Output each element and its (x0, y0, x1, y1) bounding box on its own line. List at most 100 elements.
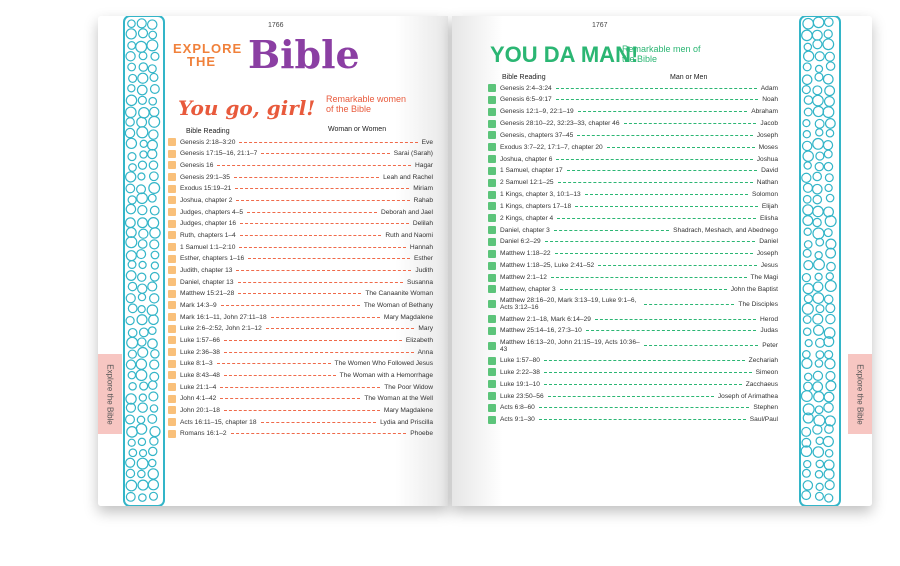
checkbox (488, 226, 496, 235)
pebble (149, 239, 160, 250)
bible-reading: Genesis 2:4–3:24 (500, 84, 552, 92)
answer-line (223, 374, 336, 376)
pebble (811, 183, 823, 195)
pebble (802, 130, 812, 139)
pebble (824, 479, 835, 491)
person-name: Esther (413, 255, 433, 263)
pebble (136, 457, 149, 470)
person-name: Judith (415, 266, 433, 274)
pebble (801, 357, 813, 370)
reading-row: Exodus 3:7–22, 17:1–7, chapter 20 Moses (488, 143, 778, 152)
bible-reading: Genesis 12:1–9, 22:1–19 (500, 108, 574, 116)
reading-row: Esther, chapters 1–16 Esther (168, 254, 433, 263)
pebble (147, 468, 159, 480)
checkbox (168, 266, 176, 275)
reading-row: Genesis 17:15–16, 21:1–7 Sarai (Sarah) (168, 149, 433, 158)
checkbox (488, 143, 496, 152)
answer-line (543, 360, 745, 362)
answer-line (248, 258, 410, 260)
reading-row: Acts 6:8–60 Stephen (488, 403, 778, 412)
answer-line (239, 141, 418, 143)
pebble (802, 215, 814, 226)
pebble (147, 281, 158, 292)
person-name: Phoebe (410, 430, 433, 438)
reading-row: Judith, chapter 13 Judith (168, 266, 433, 275)
pebble (127, 19, 136, 29)
reading-row: Luke 8:1–3 The Women Who Followed Jesus (168, 359, 433, 368)
pebble (814, 470, 824, 479)
pebble (147, 326, 157, 335)
pebble (815, 128, 824, 137)
pebble (802, 194, 812, 204)
pebble (824, 85, 836, 97)
bible-reading: 1 Kings, chapter 3, 10:1–13 (500, 191, 581, 199)
pebble (125, 402, 137, 413)
pebble (148, 129, 159, 140)
pebble (146, 19, 158, 30)
reading-row: Romans 16:1–2 Phoebe (168, 429, 433, 438)
person-name: Sarai (Sarah) (393, 150, 433, 158)
reading-row: Genesis 29:1–35 Leah and Rachel (168, 173, 433, 182)
checkbox (168, 313, 176, 322)
person-name: Noah (762, 96, 778, 104)
person-name: Saul/Paul (749, 416, 778, 424)
answer-line (555, 87, 757, 89)
checkbox (488, 190, 496, 199)
reading-row: John 20:1–18 Mary Magdalene (168, 406, 433, 415)
pebble (125, 293, 136, 304)
person-name: Moses (758, 143, 778, 151)
bible-reading: Exodus 3:7–22, 17:1–7, chapter 20 (500, 143, 603, 151)
pebble (148, 491, 159, 501)
pebble (149, 83, 160, 94)
pebble (147, 193, 157, 203)
reading-row: Luke 19:1–10 Zacchaeus (488, 380, 778, 389)
person-name: Joseph (756, 250, 778, 258)
bible-reading: Joshua, chapter 6 (500, 155, 553, 163)
reading-row: Daniel, chapter 13 Susanna (168, 278, 433, 287)
person-name: Ruth and Naomi (385, 231, 433, 239)
pebble (803, 240, 813, 249)
bible-reading: John 4:1–42 (180, 395, 217, 403)
pebble (125, 183, 136, 194)
answer-line (240, 223, 409, 225)
bible-reading: Daniel, chapter 3 (500, 226, 550, 234)
bible-reading: 1 Kings, chapters 17–18 (500, 202, 572, 210)
pebble (801, 84, 811, 95)
pebble (127, 152, 137, 162)
pebble (128, 73, 138, 83)
pebble (812, 370, 824, 381)
bible-reading: Luke 23:50–56 (500, 392, 544, 400)
reading-row: Matthew 28:16–20, Mark 3:13–19, Luke 9:1… (488, 297, 778, 311)
reading-row: John 4:1–42 The Woman at the Well (168, 394, 433, 403)
pebble (137, 72, 149, 84)
pebble (125, 393, 137, 405)
person-name: Rahab (413, 196, 433, 204)
pebble (150, 51, 160, 61)
reading-row: Luke 2:36–38 Anna (168, 348, 433, 357)
pebble (150, 250, 160, 260)
answer-line (559, 288, 727, 290)
pebble (149, 227, 161, 239)
pebble (815, 151, 825, 161)
pebble (148, 30, 158, 40)
pebble (127, 281, 138, 292)
pebble (801, 302, 814, 315)
bible-reading: Genesis 17:15–16, 21:1–7 (180, 150, 258, 158)
person-name: Jacob (760, 120, 778, 128)
answer-line (577, 134, 753, 136)
answer-line (538, 419, 746, 421)
reading-row: Joshua, chapter 6 Joshua (488, 155, 778, 164)
checkbox (168, 406, 176, 415)
checkbox (168, 254, 176, 263)
checkbox (488, 249, 496, 258)
checkbox (488, 392, 496, 401)
pebble (812, 324, 825, 336)
person-name: Joshua (756, 155, 778, 163)
reading-row: Genesis 12:1–9, 22:1–19 Abraham (488, 107, 778, 116)
reading-row: Acts 16:11–15, chapter 18 Lydia and Prisc… (168, 418, 433, 427)
bible-reading: 1 Samuel 1:1–2:10 (180, 243, 236, 251)
checkbox (168, 418, 176, 427)
pebble (137, 346, 149, 358)
answer-line (223, 409, 380, 411)
person-name: Hannah (409, 243, 433, 251)
